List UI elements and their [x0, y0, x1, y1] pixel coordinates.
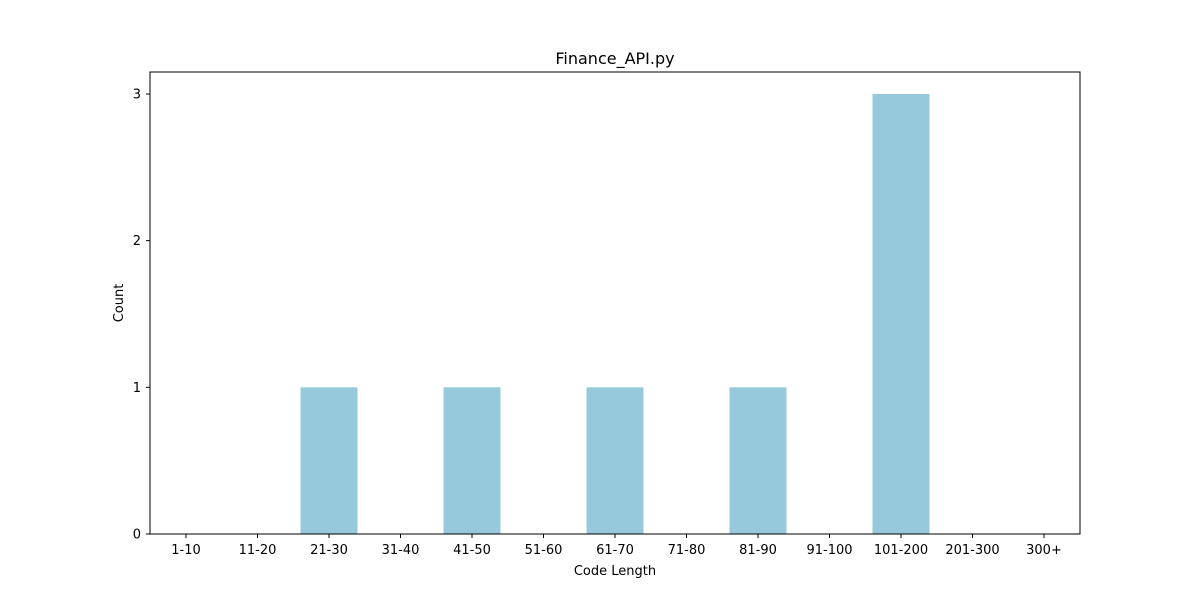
x-tick-label: 1-10	[171, 543, 201, 558]
bar-41-50	[443, 387, 501, 534]
x-tick-label: 201-300	[945, 543, 999, 558]
x-tick-label: 91-100	[806, 543, 852, 558]
x-axis-ticks: 1-10 11-20 21-30 31-40 41-50 51-60 61-70 71-80 8…	[171, 534, 1062, 558]
y-tick-label: 0	[133, 528, 141, 543]
x-tick-label: 41-50	[453, 543, 491, 558]
x-tick-label: 31-40	[382, 543, 420, 558]
x-axis-label: Code Length	[574, 564, 656, 579]
y-tick-label: 1	[133, 381, 141, 396]
y-axis-label: Count	[112, 284, 127, 323]
x-tick-label: 81-90	[739, 543, 777, 558]
x-tick-label: 61-70	[596, 543, 634, 558]
bar-81-90	[729, 387, 787, 534]
y-axis-ticks: 0 1 2 3	[133, 88, 150, 543]
chart-title: Finance_API.py	[555, 49, 674, 69]
x-tick-label: 11-20	[239, 543, 277, 558]
x-tick-label: 51-60	[525, 543, 563, 558]
bar-21-30	[300, 387, 358, 534]
x-tick-label: 101-200	[874, 543, 928, 558]
bars-group	[300, 94, 930, 534]
x-tick-label: 71-80	[668, 543, 706, 558]
bar-61-70	[586, 387, 644, 534]
y-tick-label: 2	[133, 234, 141, 249]
x-tick-label: 300+	[1026, 543, 1062, 558]
x-tick-label: 21-30	[310, 543, 348, 558]
bar-101-200	[872, 94, 930, 534]
y-tick-label: 3	[133, 88, 141, 103]
